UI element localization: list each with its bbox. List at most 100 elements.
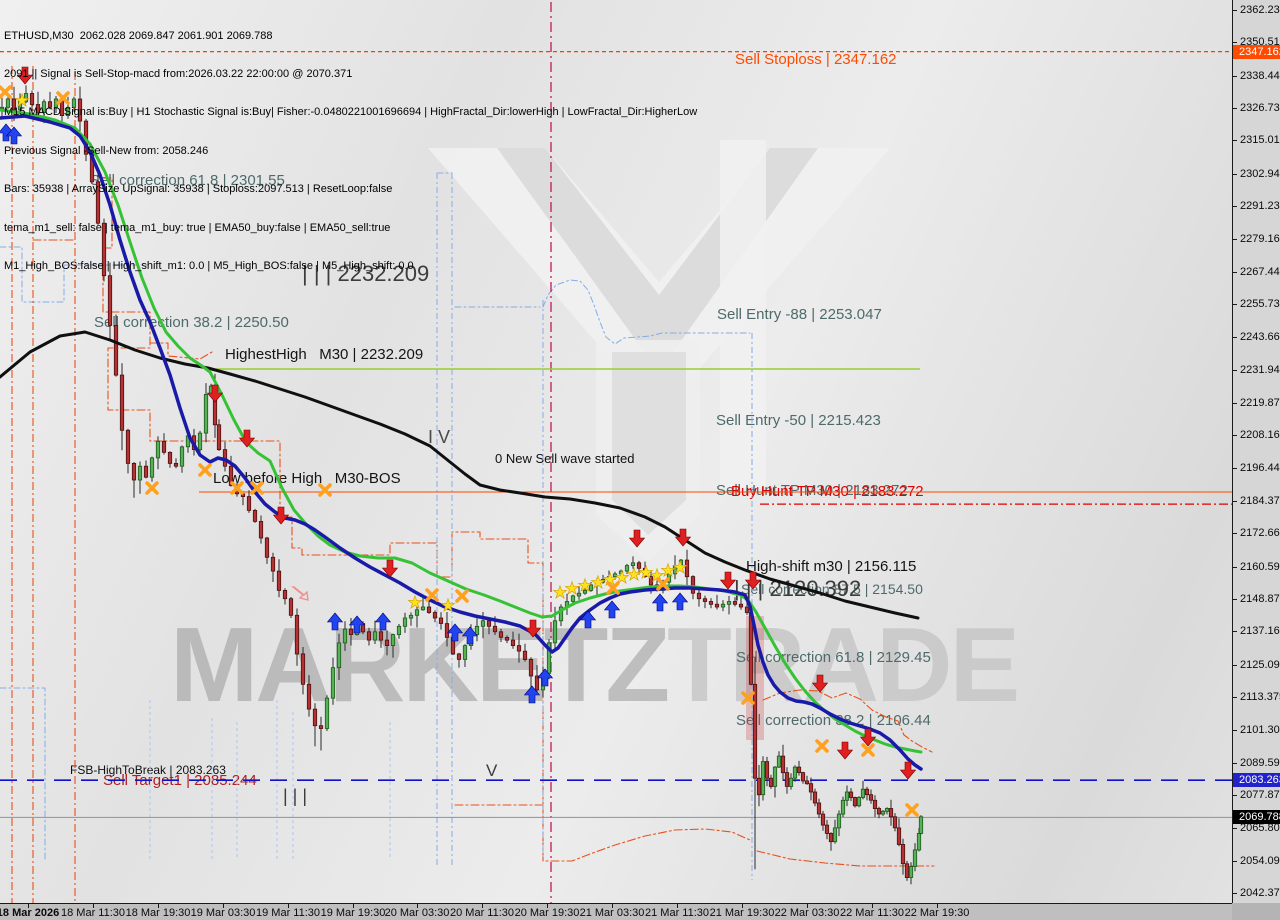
x-signal-icon [250,481,264,495]
buy-arrow-icon [523,685,541,704]
price-axis[interactable]: 2362.2302350.5152338.4452326.7302315.015… [1232,0,1280,903]
price-tick [1233,861,1237,862]
buy-arrow-icon [0,123,15,142]
time-axis-label: 19 Mar 03:30 [190,907,256,919]
candle-body [474,625,480,635]
price-tick [1233,567,1237,568]
candle-body [23,93,29,103]
price-axis-label: 2208.160 [1240,429,1280,441]
sell-arrow-icon [744,571,762,590]
candle-body [252,509,258,522]
candle-body [480,620,486,627]
candle-body [892,816,898,829]
candle-body [828,833,834,843]
candle-body [264,537,270,558]
stop-channel-line-orange [762,689,933,753]
candle-body [0,106,5,110]
price-tick [1233,304,1237,305]
candle-body [420,606,426,611]
buy-arrow-icon [536,668,554,687]
candle-body [432,612,438,619]
high-shift-label[interactable]: High-shift m30 | 2156.115 [746,558,917,575]
candle-body [840,799,846,815]
candle-body [402,617,408,627]
candle-body [702,598,708,602]
buy-arrow-icon [651,593,669,612]
time-axis-label: 18 Mar 11:30 [60,907,126,919]
candle-body [137,465,143,481]
candle-body [888,808,894,818]
fsb-high-to-break[interactable]: FSB-HighToBreak | 2083.263 [70,763,226,777]
candle-body [300,653,306,685]
info-line-signal: 2091 || Signal is Sell-Stop-macd from:20… [4,67,353,80]
price-axis-label: 2243.660 [1240,331,1280,343]
price-axis-label: 2113.375 [1240,691,1280,703]
x-signal-icon [455,589,469,603]
sell-entry-88[interactable]: Sell Entry -88 | 2253.047 [717,306,882,323]
time-tick [677,904,678,908]
candle-body [606,576,612,580]
candle-body [884,808,890,812]
price-axis-label: 2137.160 [1240,625,1280,637]
candle-body [203,393,209,434]
wave-v[interactable]: V [486,761,498,780]
price-axis-label: 2255.730 [1240,298,1280,310]
x-signal-icon [606,581,620,595]
candle-body [642,567,648,577]
x-signal-icon [425,588,439,602]
time-axis-label: 20 Mar 19:30 [514,907,580,919]
wave-count-2[interactable]: | | | 2120.392 [734,576,862,601]
info-line-symbol: ETHUSD,M30 2062.028 2069.847 2061.901 20… [4,29,273,42]
candle-body [179,446,185,467]
candle-body [594,581,600,586]
time-axis[interactable]: 18 Mar 2026 18 Mar 11:30 18 Mar 19:30 19 Ma… [0,903,1280,920]
current-price-tag: 2069.788 [1233,810,1280,824]
price-axis-label: 2267.445 [1240,266,1280,278]
candle-body [41,101,47,114]
candle-body [342,628,348,644]
candle-body [792,766,798,779]
candle-body [77,98,83,122]
price-axis-label: 2279.160 [1240,233,1280,245]
candle-body [552,620,558,644]
candle-body [916,833,922,851]
sell-stoploss-label[interactable]: Sell Stoploss | 2347.162 [735,51,897,68]
candle-body [492,625,498,633]
info-line-tema: tema_m1_sell: false | tema_m1_buy: true … [4,221,391,234]
time-axis-label: 21 Mar 03:30 [579,907,645,919]
candle-body [738,603,744,608]
candle-body [29,93,35,105]
sell-hunt-gray[interactable]: Sell Hunt TP M30 | 2183.272 [716,482,908,499]
price-tick [1233,533,1237,534]
candle-body [438,617,444,624]
candle-body [848,791,854,798]
sell-entry-50[interactable]: Sell Entry -50 | 2215.423 [716,412,881,429]
price-chart-canvas[interactable]: ★★ ★★★★★★★★★★★★ [0,0,1232,903]
highest-high-label[interactable]: HighestHigh M30 | 2232.209 [225,346,424,363]
candle-body [288,598,294,616]
pink-arrow-icon [291,586,309,601]
candle-body [576,592,582,597]
candle-body [600,579,606,583]
chart-annotations-layer: Sell Stoploss | 2347.162 Sell correction … [70,51,931,806]
candle-body [372,631,378,641]
candle-body [832,827,838,843]
wave-count-3[interactable]: | | | [283,786,308,806]
price-tick [1233,272,1237,273]
price-axis-label: 2315.015 [1240,134,1280,146]
candle-body [408,614,414,619]
candle-body [294,614,300,655]
candle-body [390,634,396,646]
candle-body [824,824,830,834]
wave-iv[interactable]: I V [428,427,451,447]
structure-line-blue [542,279,751,345]
sell-correction-382-a[interactable]: Sell correction 38.2 | 2250.50 [94,314,289,331]
x-signal-icon [815,739,829,753]
price-axis-label: 2326.730 [1240,102,1280,114]
candle-body [306,683,312,710]
candle-body [516,645,522,652]
candle-body [348,628,354,635]
wave-count-1[interactable]: | | | 2232.209 [302,261,430,286]
new-sell-wave[interactable]: 0 New Sell wave started [495,451,635,466]
price-axis-label: 2042.375 [1240,887,1280,899]
